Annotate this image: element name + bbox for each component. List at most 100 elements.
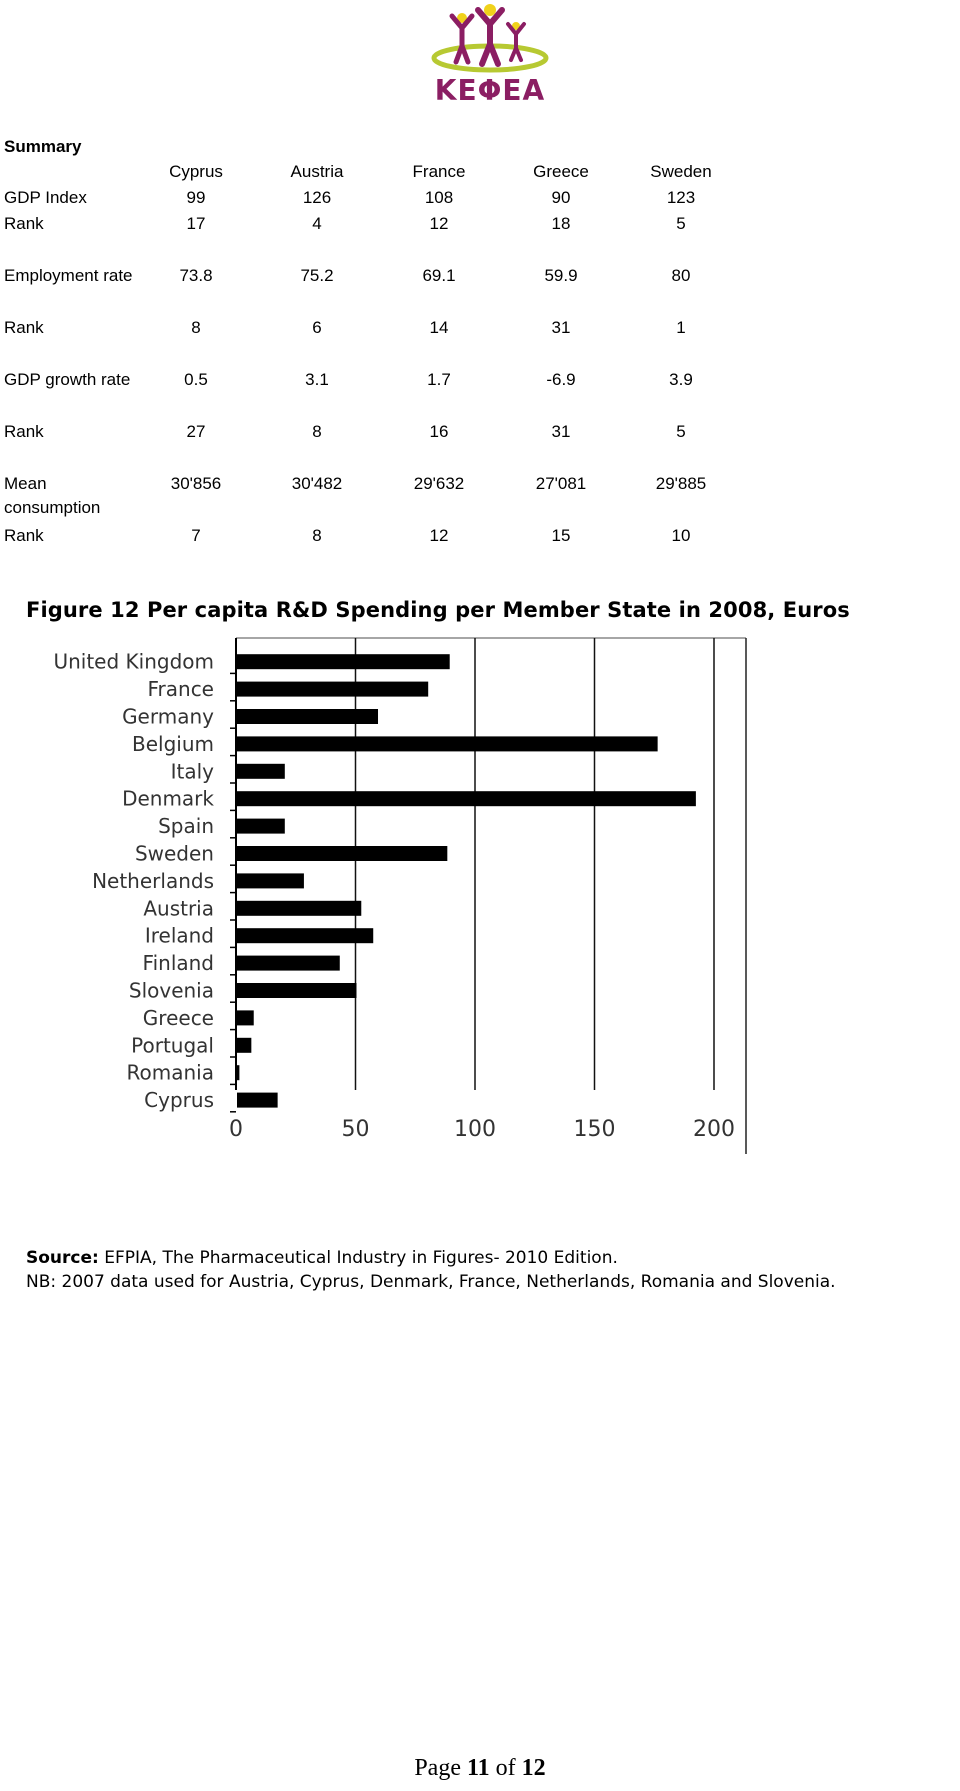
page-of: of <box>489 1755 522 1781</box>
column-header: Austria <box>290 162 344 181</box>
table-cell: 5 <box>676 214 686 233</box>
table-cell: 75.2 <box>300 266 334 285</box>
table-cell: 30'482 <box>291 474 343 493</box>
logo-text: ΚΕΦΕΑ <box>434 74 546 107</box>
bar <box>237 900 362 916</box>
table-cell: 8 <box>191 318 201 337</box>
category-label: Sweden <box>135 842 214 866</box>
table-cell: 12 <box>429 526 449 545</box>
category-label: Romania <box>127 1061 214 1085</box>
bar <box>237 736 658 752</box>
table-cell: 27'081 <box>535 474 587 493</box>
source-label: Source: <box>26 1248 99 1268</box>
table-cell: 31 <box>551 422 571 441</box>
table-cell: 8 <box>312 422 322 441</box>
category-label: Portugal <box>131 1033 214 1057</box>
table-cell: 80 <box>671 266 691 285</box>
row-label: Rank <box>4 318 44 337</box>
bar <box>237 709 379 724</box>
row-label: Employment rate <box>4 266 133 285</box>
table-row: Rank 17 4 12 18 5 <box>0 212 740 238</box>
table-row: Rank 8 6 14 31 1 <box>0 316 740 342</box>
category-label: Ireland <box>145 924 214 948</box>
summary-title: Summary <box>4 137 82 156</box>
table-cell: 29'632 <box>413 474 465 493</box>
category-label: Denmark <box>122 787 214 811</box>
category-label: Spain <box>158 814 214 838</box>
bar <box>237 928 374 944</box>
row-label: Rank <box>4 526 44 545</box>
bar <box>237 1065 240 1081</box>
table-cell: 59.9 <box>544 266 578 285</box>
category-label: Austria <box>143 896 214 920</box>
table-row: GDP Index 99 126 108 90 123 <box>0 186 740 212</box>
table-row: GDP growth rate 0.5 3.1 1.7 -6.9 3.9 <box>0 368 740 420</box>
bar <box>237 846 448 861</box>
bar <box>237 818 285 834</box>
column-header: France <box>412 162 466 181</box>
table-cell: 10 <box>671 526 691 545</box>
page-prefix: Page <box>414 1755 467 1781</box>
kefea-logo: ΚΕΦΕΑ <box>428 2 552 110</box>
table-cell: 123 <box>666 188 696 207</box>
table-cell: 3.9 <box>669 370 693 389</box>
bar <box>237 1092 278 1108</box>
table-cell: 30'856 <box>170 474 222 493</box>
category-label: Greece <box>143 1006 214 1030</box>
category-label: Germany <box>122 705 214 729</box>
category-label: Slovenia <box>129 979 214 1003</box>
page-number: Page 11 of 12 <box>0 1755 960 1782</box>
table-cell: 17 <box>186 214 206 233</box>
table-cell: 108 <box>424 188 454 207</box>
figure-title: Figure 12 Per capita R&D Spending per Me… <box>26 598 850 622</box>
category-label: United Kingdom <box>53 650 214 674</box>
column-header: Sweden <box>650 162 712 181</box>
table-cell: 0.5 <box>184 370 208 389</box>
table-row: Mean consumption 30'856 30'482 29'632 27… <box>0 472 740 524</box>
row-label: GDP growth rate <box>4 370 131 389</box>
bar <box>237 763 285 779</box>
summary-table: Cyprus Austria France Greece Sweden GDP … <box>0 160 740 550</box>
table-cell: 5 <box>676 422 686 441</box>
x-tick-label: 150 <box>574 1117 616 1142</box>
table-cell: -6.9 <box>546 370 576 389</box>
category-label: France <box>147 677 214 701</box>
table-cell: 90 <box>551 188 571 207</box>
category-label: Netherlands <box>92 869 214 893</box>
table-cell: 73.8 <box>179 266 213 285</box>
category-label: Finland <box>143 951 214 975</box>
table-row: Rank 27 8 16 31 5 <box>0 420 740 446</box>
table-row: Rank 7 8 12 15 10 <box>0 524 740 550</box>
table-cell: 12 <box>429 214 449 233</box>
bar <box>237 791 696 807</box>
table-cell: 6 <box>312 318 322 337</box>
bar <box>237 1037 252 1053</box>
page-current: 11 <box>466 1755 490 1781</box>
bar <box>237 955 340 971</box>
x-tick-label: 50 <box>342 1117 370 1142</box>
bar <box>237 983 357 998</box>
x-tick-label: 100 <box>454 1117 496 1142</box>
bar <box>237 654 450 670</box>
table-cell: 3.1 <box>305 370 329 389</box>
bar <box>237 873 304 889</box>
table-cell: 1 <box>676 318 686 337</box>
row-label: Rank <box>4 214 44 233</box>
logo-figures-icon <box>431 4 549 73</box>
source-text: EFPIA, The Pharmaceutical Industry in Fi… <box>98 1248 618 1268</box>
table-cell: 31 <box>551 318 571 337</box>
table-row: Employment rate 73.8 75.2 69.1 59.9 80 <box>0 264 740 316</box>
category-label: Italy <box>171 759 215 783</box>
x-tick-label: 0 <box>229 1117 243 1142</box>
table-cell: 18 <box>551 214 571 233</box>
bar <box>237 1010 254 1026</box>
bar <box>237 681 429 697</box>
column-header: Cyprus <box>169 162 223 181</box>
category-label: Belgium <box>132 732 214 756</box>
row-label: GDP Index <box>4 188 87 207</box>
row-label: Mean consumption <box>4 474 101 517</box>
figure-source: Source: EFPIA, The Pharmaceutical Indust… <box>26 1248 618 1268</box>
table-cell: 8 <box>312 526 322 545</box>
row-label: Rank <box>4 422 44 441</box>
table-cell: 69.1 <box>422 266 456 285</box>
